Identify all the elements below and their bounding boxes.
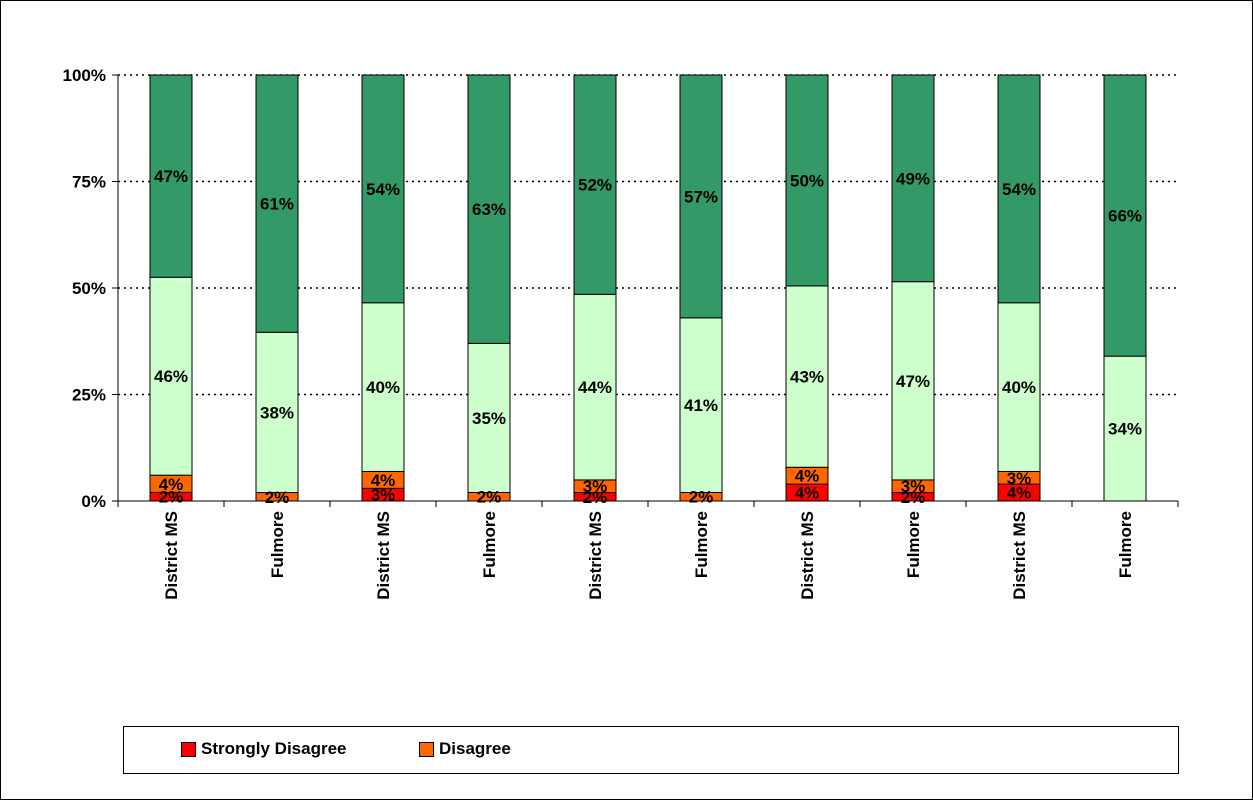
data-label: 44% <box>578 378 612 397</box>
bar-segment <box>149 74 193 278</box>
data-label: 38% <box>260 403 294 422</box>
x-tick-label: Fulmore <box>1116 511 1135 578</box>
y-tick-label: 0% <box>81 492 106 511</box>
bar-segment <box>785 74 829 287</box>
data-label: 52% <box>578 176 612 195</box>
legend: Strongly Disagree Disagree <box>123 726 1179 774</box>
data-label: 4% <box>1007 484 1032 503</box>
bar-segment <box>255 331 299 494</box>
bar-segment <box>467 74 511 344</box>
y-tick-labels: 0% 25% 50% 75% 100% <box>63 66 106 511</box>
data-label: 41% <box>684 396 718 415</box>
data-label: 50% <box>790 171 824 190</box>
data-label: 66% <box>1108 207 1142 226</box>
legend-item-strongly-disagree: Strongly Disagree <box>181 739 347 759</box>
legend-swatch-strongly-disagree <box>181 741 196 757</box>
bar-segment <box>1103 355 1147 502</box>
data-label: 3% <box>901 477 926 496</box>
data-label: 43% <box>790 368 824 387</box>
data-label: 4% <box>795 467 820 486</box>
data-label: 4% <box>159 475 184 494</box>
bar-segment <box>1103 74 1147 357</box>
data-label: 4% <box>371 471 396 490</box>
bar-segment <box>361 302 405 472</box>
bar-segment <box>573 74 617 295</box>
data-label: 54% <box>366 180 400 199</box>
data-label: 3% <box>1007 469 1032 488</box>
bar-segment <box>997 74 1041 304</box>
data-label: 63% <box>472 200 506 219</box>
x-tick-label: District MS <box>162 511 181 600</box>
bar-segment <box>785 285 829 468</box>
bar-segment <box>679 74 723 319</box>
bar-segments <box>149 74 1147 502</box>
y-tick-label: 25% <box>72 386 106 405</box>
bar-segment <box>891 281 935 481</box>
y-tick-label: 100% <box>63 66 106 85</box>
data-label: 2% <box>159 488 184 507</box>
data-labels: 2%4%46%47%2%38%61%3%4%40%54%2%35%63%2%3%… <box>154 167 1142 507</box>
legend-label-disagree: Disagree <box>439 739 511 758</box>
legend-swatch-disagree <box>419 741 434 757</box>
bar-segment <box>891 74 935 283</box>
x-tick-label: Fulmore <box>692 511 711 578</box>
data-label: 61% <box>260 195 294 214</box>
data-label: 2% <box>901 488 926 507</box>
bar-segment <box>149 276 193 476</box>
data-label: 40% <box>1002 378 1036 397</box>
legend-label-strongly-disagree: Strongly Disagree <box>201 739 347 758</box>
x-tick-label: District MS <box>1010 511 1029 600</box>
data-label: 54% <box>1002 180 1036 199</box>
data-label: 4% <box>795 484 820 503</box>
data-label: 2% <box>477 488 502 507</box>
data-label: 40% <box>366 378 400 397</box>
x-tick-label: Fulmore <box>904 511 923 578</box>
legend-item-disagree: Disagree <box>419 739 511 759</box>
data-label: 3% <box>371 486 396 505</box>
bar-segment <box>255 74 299 333</box>
bar-segment <box>467 342 511 493</box>
data-label: 2% <box>265 488 290 507</box>
axes <box>112 74 1179 507</box>
x-tick-label: District MS <box>586 511 605 600</box>
data-label: 2% <box>689 488 714 507</box>
data-label: 3% <box>583 477 608 496</box>
x-tick-label: Fulmore <box>480 511 499 578</box>
data-label: 47% <box>154 167 188 186</box>
y-tick-label: 75% <box>72 173 106 192</box>
data-label: 46% <box>154 367 188 386</box>
x-tick-label: District MS <box>374 511 393 600</box>
x-tick-label: Fulmore <box>268 511 287 578</box>
bar-segment <box>361 74 405 304</box>
data-label: 2% <box>583 488 608 507</box>
data-label: 34% <box>1108 420 1142 439</box>
y-tick-label: 50% <box>72 279 106 298</box>
data-label: 57% <box>684 187 718 206</box>
data-label: 35% <box>472 409 506 428</box>
data-label: 47% <box>896 372 930 391</box>
data-label: 49% <box>896 169 930 188</box>
x-tick-labels: District MS Fulmore District MS Fulmore Dist… <box>162 511 1135 600</box>
x-tick-label: District MS <box>798 511 817 600</box>
bar-segment <box>997 302 1041 472</box>
